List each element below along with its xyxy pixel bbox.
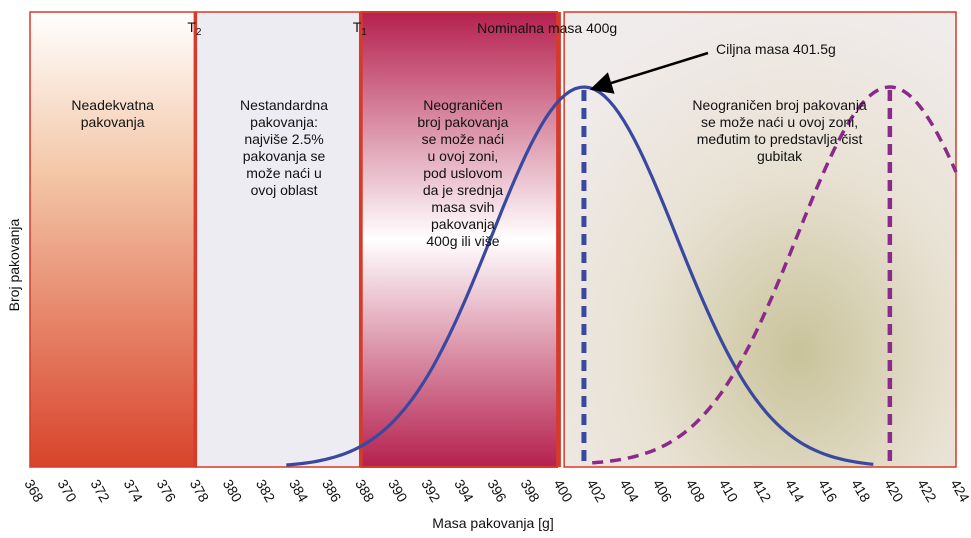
zone-unlimited-text-line: masa svih bbox=[431, 199, 494, 215]
zone-nonstandard-background bbox=[195, 12, 361, 467]
x-tick-label: 416 bbox=[815, 477, 841, 505]
zone-unlimited-text-line: Neograničen bbox=[423, 97, 502, 113]
zone-unlimited-text-line: pakovanja bbox=[431, 216, 495, 232]
zone-nonstandard-text-line: pakovanja: bbox=[250, 114, 318, 130]
x-tick-label: 372 bbox=[88, 477, 114, 505]
x-tick-label: 396 bbox=[484, 477, 510, 505]
x-tick-label: 412 bbox=[749, 477, 775, 505]
zone-unlimited-text-line: pod uslovom bbox=[423, 165, 502, 181]
x-tick-label: 422 bbox=[914, 477, 940, 505]
x-tick-label: 424 bbox=[947, 477, 971, 505]
zone-unlimited-text-line: da je srednja bbox=[423, 182, 503, 198]
zone-nonstandard-text-line: ovoj oblast bbox=[251, 182, 318, 198]
zone-nonstandard-text-line: pakovanja se bbox=[243, 148, 326, 164]
x-tick-label: 406 bbox=[650, 477, 676, 505]
x-tick-label: 368 bbox=[21, 477, 47, 505]
nominal-mass-label: Nominalna masa 400g bbox=[477, 20, 617, 36]
zone-unlimited-text-line: u ovoj zoni, bbox=[428, 148, 499, 164]
x-tick-label: 384 bbox=[286, 477, 312, 505]
x-tick-label: 414 bbox=[782, 477, 808, 505]
zone-unlimited-background bbox=[361, 12, 558, 467]
zone-loss-text-line: međutim to predstavlja čist bbox=[697, 131, 863, 147]
x-tick-label: 390 bbox=[385, 477, 411, 505]
zone-inadequate-text-line: Neadekvatna bbox=[71, 97, 154, 113]
x-tick-label: 392 bbox=[418, 477, 444, 505]
x-axis-label: Masa pakovanja [g] bbox=[432, 515, 553, 531]
x-tick-label: 420 bbox=[881, 477, 907, 505]
x-tick-label: 394 bbox=[451, 477, 477, 505]
x-tick-label: 376 bbox=[154, 477, 180, 505]
threshold-t1-label: T1 bbox=[353, 19, 368, 38]
x-tick-label: 382 bbox=[253, 477, 279, 505]
zone-loss-text-line: gubitak bbox=[757, 148, 803, 164]
target-mass-arrow bbox=[589, 51, 709, 94]
zone-nonstandard-text-line: Nestandardna bbox=[240, 97, 328, 113]
x-tick-label: 370 bbox=[54, 477, 80, 505]
threshold-t2-label: T2 bbox=[187, 19, 202, 38]
x-tick-label: 398 bbox=[517, 477, 543, 505]
zone-loss-text-line: Neograničen broj pakovanja bbox=[692, 97, 867, 113]
x-tick-label: 388 bbox=[352, 477, 378, 505]
zone-unlimited-text-line: se može naći bbox=[422, 131, 504, 147]
actual-distribution-curve bbox=[286, 85, 874, 467]
x-tick-label: 418 bbox=[848, 477, 874, 505]
x-tick-label: 374 bbox=[121, 477, 147, 505]
x-tick-label: 380 bbox=[220, 477, 246, 505]
zone-unlimited-text-line: broj pakovanja bbox=[417, 114, 508, 130]
zone-inadequate-text-line: pakovanja bbox=[81, 114, 145, 130]
zone-unlimited-text-line: 400g ili više bbox=[426, 233, 499, 249]
target-mass-label: Ciljna masa 401.5g bbox=[716, 41, 836, 57]
x-tick-label: 378 bbox=[187, 477, 213, 505]
x-tick-label: 386 bbox=[319, 477, 345, 505]
x-tick-label: 400 bbox=[551, 477, 577, 505]
x-tick-label: 410 bbox=[716, 477, 742, 505]
zone-inadequate-background bbox=[30, 12, 196, 467]
zone-nonstandard-text-line: najviše 2.5% bbox=[244, 131, 323, 147]
shifted-distribution-curve bbox=[592, 85, 958, 465]
zone-descriptions: NeadekvatnapakovanjaNestandardnapakovanj… bbox=[71, 97, 867, 249]
x-tick-label: 408 bbox=[683, 477, 709, 505]
zone-nonstandard-text-line: može naći u bbox=[246, 165, 321, 181]
zone-loss-border bbox=[563, 11, 957, 468]
x-axis-tick-labels: 368 370 372 374 376 378 380 382 384 386 388 390 392 3… bbox=[21, 477, 971, 505]
x-tick-label: 404 bbox=[617, 477, 643, 505]
zone-loss-text-line: se može naći u ovoj zoni, bbox=[701, 114, 858, 130]
x-tick-label: 402 bbox=[584, 477, 610, 505]
y-axis-label: Broj pakovanja bbox=[6, 218, 22, 311]
